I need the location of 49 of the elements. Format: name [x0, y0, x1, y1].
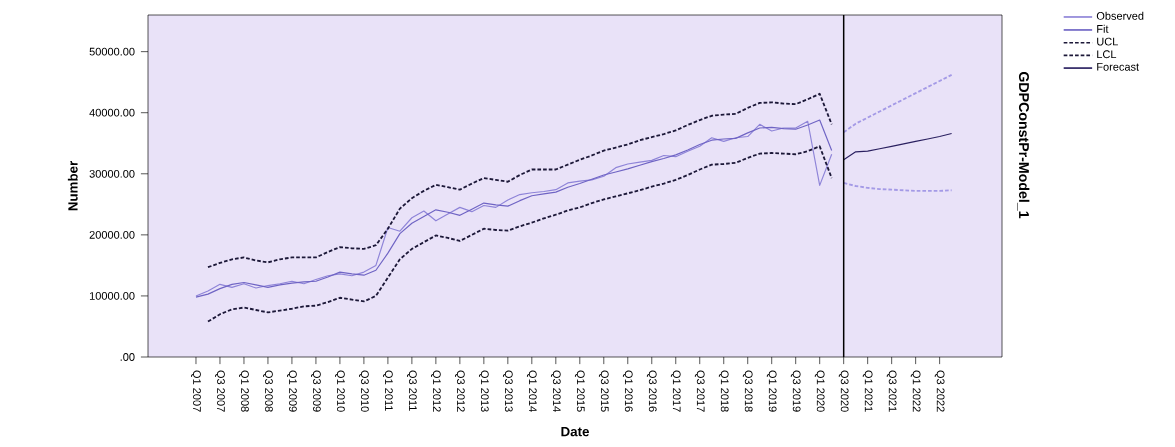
x-tick-label: Q1 2012 [430, 370, 441, 412]
x-tick-label: Q3 2012 [454, 370, 465, 412]
legend-label: Observed [1096, 11, 1144, 20]
x-tick-label: Q3 2016 [646, 370, 657, 412]
line-series [842, 73, 953, 134]
x-tick-label: Q3 2010 [359, 370, 369, 412]
x-tick-label: Q1 2022 [910, 370, 921, 412]
line-series [843, 132, 953, 161]
x-tick-label: Q3 2017 [694, 370, 705, 412]
legend-title: GDPConstPr-Model_1 [1017, 71, 1030, 219]
legend-label: UCL [1097, 37, 1118, 46]
x-tick-label: Q3 2021 [886, 370, 897, 412]
x-tick-label: Q3 2013 [502, 370, 513, 412]
x-tick-label: Q1 2018 [718, 370, 729, 412]
x-tick-label: Q1 2011 [383, 370, 393, 411]
x-tick-label: Q3 2015 [598, 370, 609, 412]
x-tick-label: Q1 2013 [478, 370, 489, 412]
x-tick-label: Q3 2020 [838, 370, 849, 412]
x-tick-label: Q3 2011 [406, 370, 417, 411]
x-tick-label: Q1 2009 [287, 370, 297, 412]
y-tick-label: 40000.00 [89, 108, 135, 117]
x-axis-title: Date [561, 426, 589, 437]
y-tick-label: 10000.00 [89, 292, 135, 300]
x-tick-label: Q3 2019 [790, 370, 801, 412]
x-tick-label: Q3 2014 [550, 370, 561, 412]
line-series [207, 145, 833, 323]
x-tick-label: Q1 2007 [191, 370, 201, 412]
y-axis-title: Number [67, 161, 78, 211]
x-tick-label: Q1 2017 [670, 370, 681, 412]
y-tick-label: 30000.00 [89, 169, 135, 178]
x-tick-label: Q1 2016 [622, 370, 633, 412]
legend-label: LCL [1097, 50, 1117, 59]
x-tick-label: Q1 2019 [766, 370, 777, 412]
x-tick-label: Q3 2008 [263, 370, 273, 412]
legend-label: Fit [1097, 24, 1109, 33]
y-tick-label: .00 [120, 353, 135, 361]
legend-label: Forecast [1097, 63, 1140, 71]
x-tick-label: Q3 2007 [215, 370, 225, 412]
x-tick-label: Q1 2010 [335, 370, 345, 412]
x-tick-label: Q3 2022 [934, 370, 945, 412]
x-tick-label: Q3 2018 [742, 370, 753, 412]
y-tick-label: 50000.00 [89, 47, 135, 56]
x-tick-label: Q1 2020 [814, 370, 825, 412]
x-tick-label: Q1 2014 [526, 370, 537, 412]
x-tick-label: Q1 2015 [574, 370, 585, 412]
x-tick-label: Q1 2008 [239, 370, 249, 412]
x-tick-label: Q1 2021 [862, 370, 873, 412]
x-tick-label: Q3 2009 [311, 370, 321, 412]
y-tick-label: 20000.00 [89, 230, 135, 239]
